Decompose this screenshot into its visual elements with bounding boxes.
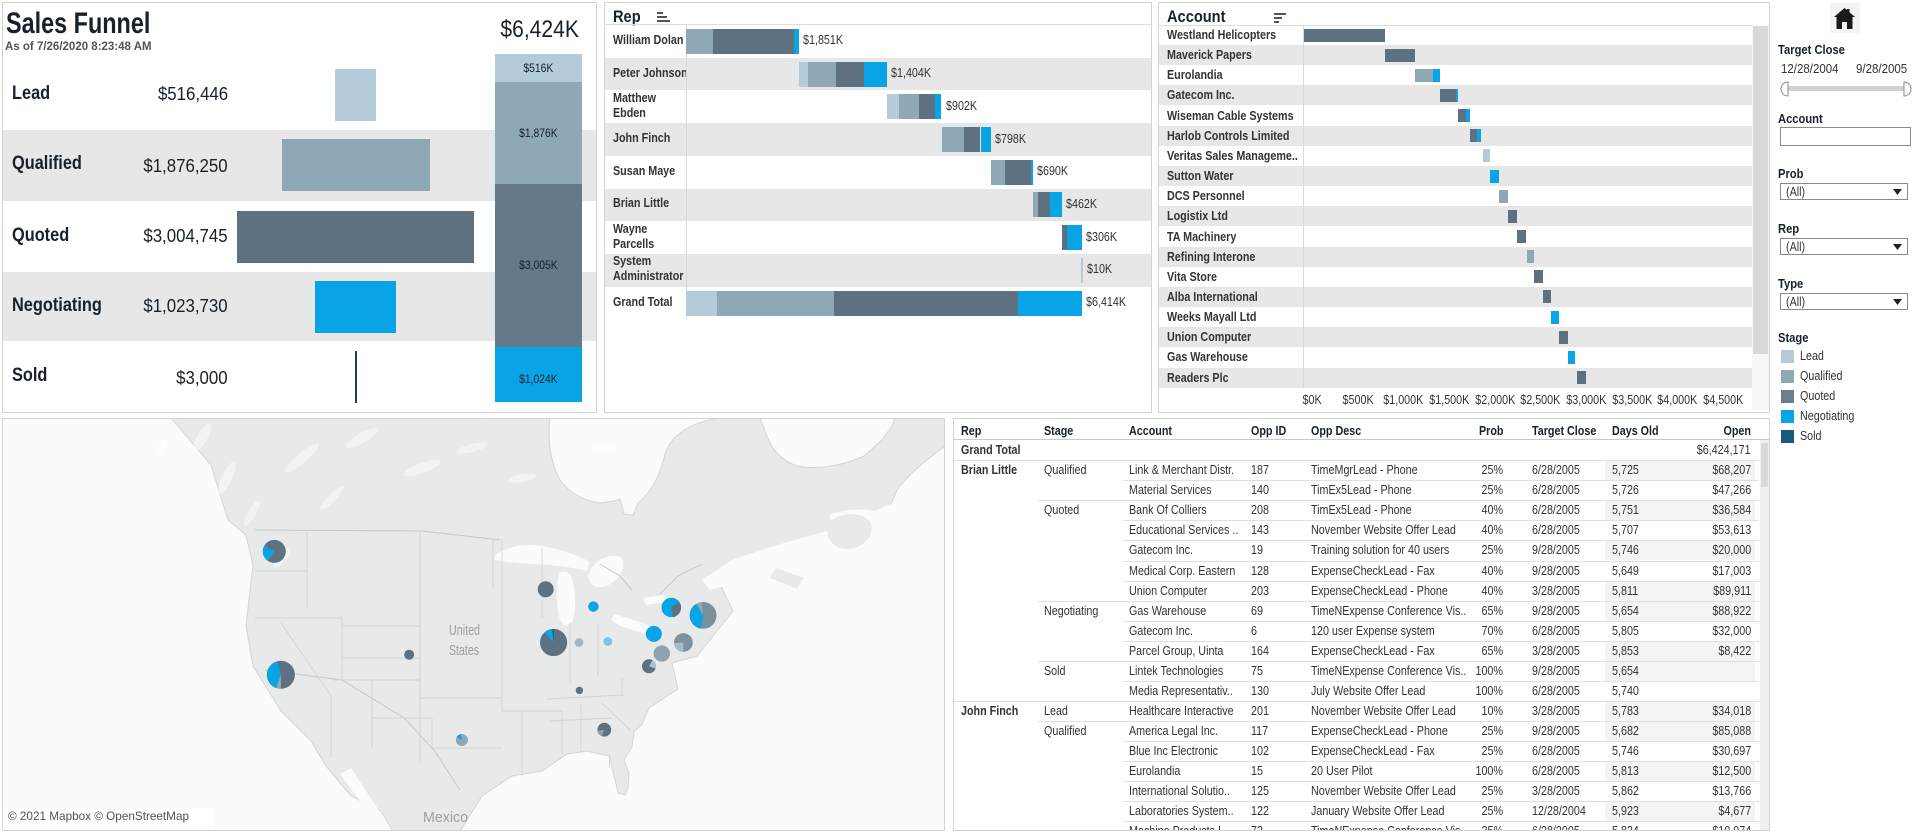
- svg-text:United: United: [449, 622, 480, 639]
- svg-text:© 2021 Mapbox © OpenStreetMap: © 2021 Mapbox © OpenStreetMap: [8, 809, 189, 823]
- svg-text:Mexico: Mexico: [423, 809, 468, 826]
- svg-text:States: States: [449, 642, 479, 659]
